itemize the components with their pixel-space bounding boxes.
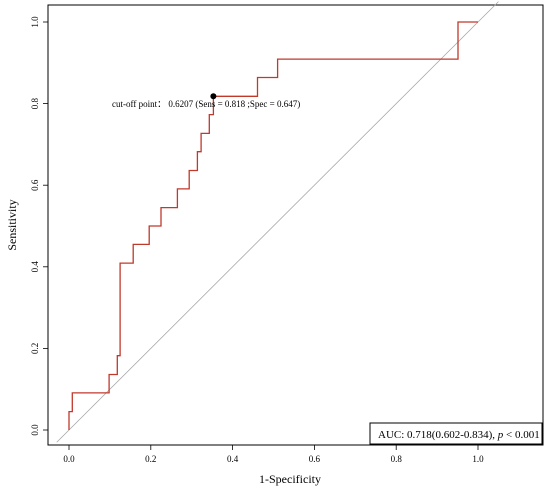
x-tick-label: 0.2	[145, 454, 156, 464]
cutoff-annotation: cut-off point： 0.6207 (Sens = 0.818 ;Spe…	[112, 99, 300, 109]
y-tick-label: 1.0	[30, 16, 40, 28]
y-tick-label: 0.0	[30, 424, 40, 436]
y-tick-label: 0.4	[30, 261, 40, 273]
auc-p-value: < 0.001	[503, 429, 539, 441]
auc-value: AUC: 0.718(0.602-0.834),	[378, 429, 498, 441]
roc-curve	[68, 21, 478, 430]
y-axis-label: Sensitivity	[5, 199, 19, 250]
y-axis: 0.0 0.2 0.4 0.6 0.8 1.0	[30, 16, 48, 436]
reference-diagonal	[56, 1, 499, 443]
plot-frame	[47, 4, 544, 446]
x-tick-label: 0.4	[227, 454, 239, 464]
auc-label: AUC: 0.718(0.602-0.834), p < 0.001	[378, 429, 540, 441]
y-tick-label: 0.8	[30, 97, 40, 109]
x-tick-label: 1.0	[472, 454, 484, 464]
y-tick-label: 0.2	[30, 343, 40, 354]
auc-p-symbol: p	[497, 429, 504, 441]
cutoff-point-marker	[210, 93, 217, 100]
x-tick-label: 0.0	[63, 454, 75, 464]
y-tick-label: 0.6	[30, 179, 40, 191]
x-tick-label: 0.8	[391, 454, 403, 464]
x-axis: 0.0 0.2 0.4 0.6 0.8 1.0	[63, 445, 484, 464]
x-tick-label: 0.6	[309, 454, 321, 464]
x-axis-label: 1-Specificity	[259, 472, 321, 486]
auc-box	[369, 422, 543, 445]
